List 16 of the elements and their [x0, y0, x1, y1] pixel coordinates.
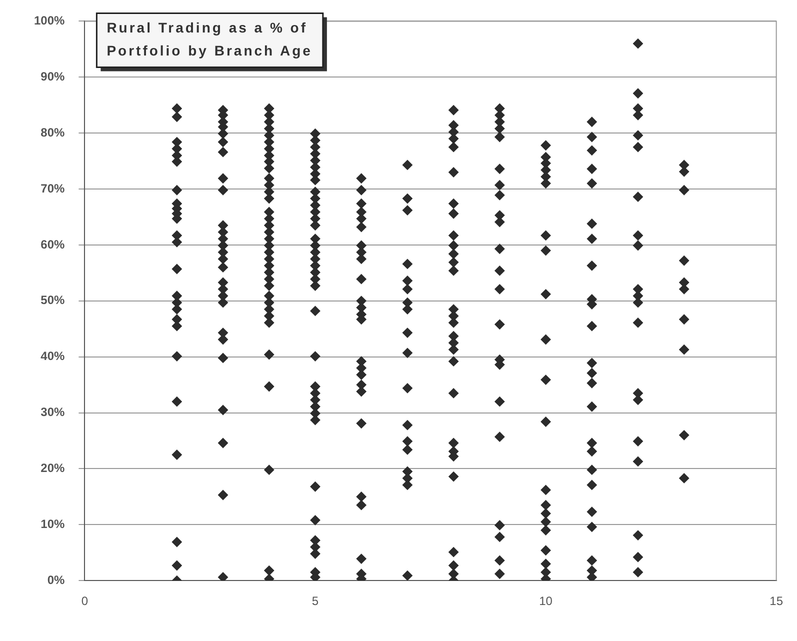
y-tick-label: 70% — [40, 181, 66, 196]
x-tick-label: 10 — [539, 594, 553, 608]
x-tick-label: 15 — [770, 594, 784, 608]
y-tick-label: 50% — [40, 293, 66, 308]
y-tick-label: 20% — [40, 461, 66, 476]
y-tick-label: 40% — [40, 349, 66, 364]
y-tick-label: 10% — [40, 516, 66, 531]
x-tick-label: 5 — [312, 594, 319, 608]
x-tick-label: 0 — [81, 594, 88, 608]
y-tick-label: 0% — [47, 572, 66, 587]
y-tick-label: 30% — [40, 405, 66, 420]
y-tick-label: 90% — [40, 69, 66, 84]
y-tick-label: 60% — [40, 237, 66, 252]
text: Rural Trading as a % of Portfolio by Branch Age — [106, 20, 312, 59]
y-tick-label: 100% — [34, 14, 66, 28]
y-tick-label: 80% — [40, 125, 66, 140]
